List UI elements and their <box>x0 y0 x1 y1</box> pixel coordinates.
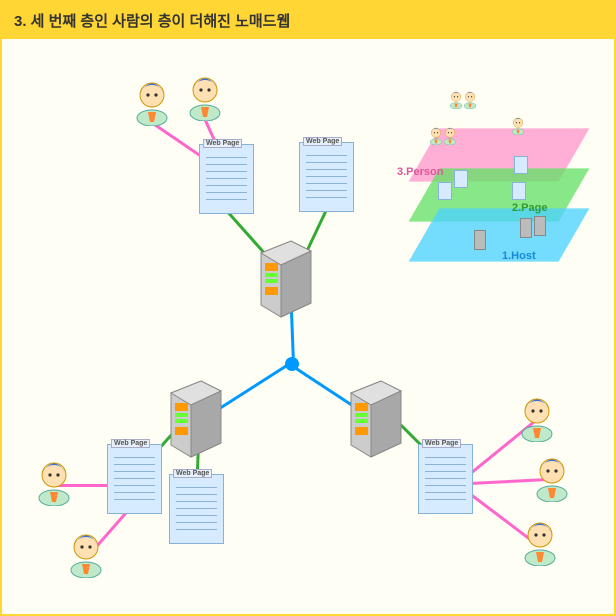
network-hub <box>285 357 299 371</box>
mini-page-icon <box>514 156 528 174</box>
legend-layer <box>409 208 590 261</box>
page-label: Web Page <box>203 139 242 148</box>
mini-person-icon <box>462 90 478 109</box>
person-icon <box>517 394 557 442</box>
legend-label: 2.Page <box>512 202 547 214</box>
legend-label: 1.Host <box>502 250 536 262</box>
web-page: Web Page <box>107 444 162 514</box>
person-icon <box>520 518 560 566</box>
server-icon <box>251 239 321 319</box>
page-label: Web Page <box>303 137 342 146</box>
mini-server-icon <box>474 230 486 250</box>
page-label: Web Page <box>422 439 461 448</box>
mini-person-icon <box>510 116 526 135</box>
mini-page-icon <box>512 182 526 200</box>
server-icon <box>341 379 411 459</box>
person-icon <box>132 78 172 126</box>
mini-person-icon <box>442 126 458 145</box>
web-page: Web Page <box>199 144 254 214</box>
person-icon <box>185 73 225 121</box>
mini-server-icon <box>534 216 546 236</box>
mini-page-icon <box>438 182 452 200</box>
page-label: Web Page <box>173 469 212 478</box>
person-icon <box>34 458 74 506</box>
page-label: Web Page <box>111 439 150 448</box>
title-bar: 3. 세 번째 층인 사람의 층이 더해진 노매드웹 <box>2 2 614 39</box>
legend-label: 3.Person <box>397 166 443 178</box>
diagram-frame: 3. 세 번째 층인 사람의 층이 더해진 노매드웹 Web PageWeb P… <box>0 0 616 616</box>
legend: 1.Host 2.Page 3.Person <box>394 82 594 282</box>
person-icon <box>66 530 106 578</box>
diagram-canvas: Web PageWeb PageWeb PageWeb PageWeb Page <box>2 40 614 616</box>
mini-server-icon <box>520 218 532 238</box>
title-text: 3. 세 번째 층인 사람의 층이 더해진 노매드웹 <box>14 13 290 30</box>
mini-page-icon <box>454 170 468 188</box>
web-page: Web Page <box>418 444 473 514</box>
server-icon <box>161 379 231 459</box>
web-page: Web Page <box>299 142 354 212</box>
person-icon <box>532 454 572 502</box>
web-page: Web Page <box>169 474 224 544</box>
